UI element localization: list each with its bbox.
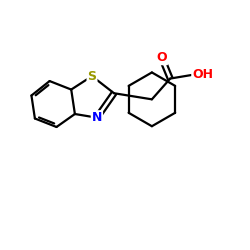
Text: S: S <box>88 70 96 82</box>
Text: O: O <box>156 51 167 64</box>
Text: N: N <box>92 111 102 124</box>
Text: OH: OH <box>192 68 213 82</box>
